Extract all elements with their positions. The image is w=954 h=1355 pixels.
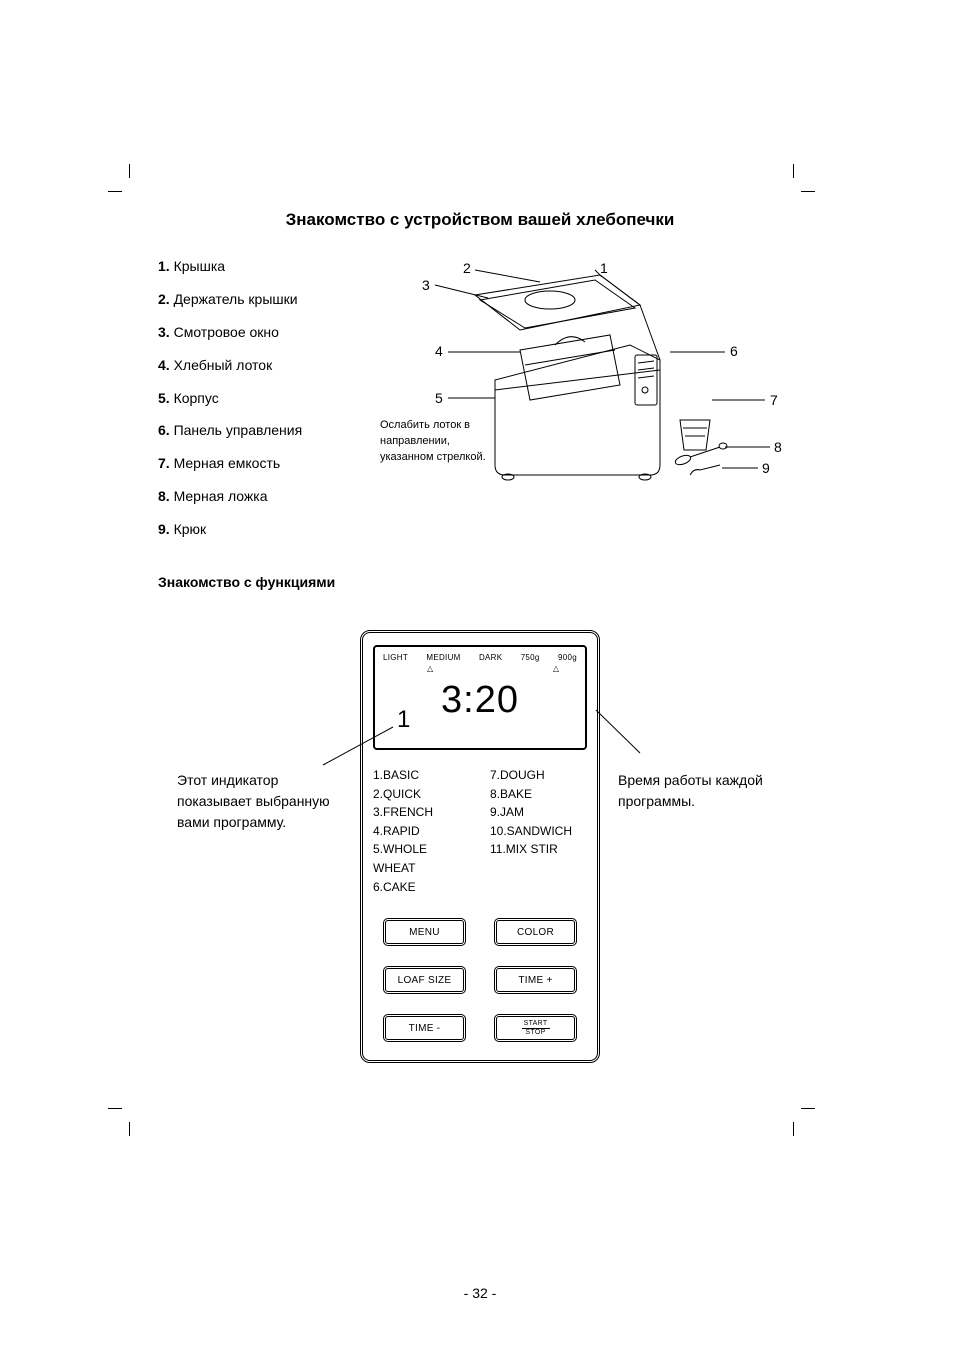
parts-list: 1. Крышка 2. Держатель крышки 3. Смотров… xyxy=(140,250,350,546)
page-content: Знакомство с устройством вашей хлебопечк… xyxy=(140,210,820,1063)
part-item: 2. Держатель крышки xyxy=(158,283,350,316)
time-plus-button[interactable]: TIME + xyxy=(494,966,577,994)
callout-1: 1 xyxy=(600,260,608,276)
upper-section: 1. Крышка 2. Держатель крышки 3. Смотров… xyxy=(140,250,820,546)
crop-mark-tr xyxy=(793,170,815,192)
crop-mark-br xyxy=(793,1108,815,1130)
color-button[interactable]: COLOR xyxy=(494,918,577,946)
part-item: 4. Хлебный лоток xyxy=(158,349,350,382)
control-panel: LIGHT MEDIUM DARK 750g 900g △ △ 1 3:20 1… xyxy=(360,630,600,1063)
program-item: 7.DOUGH xyxy=(490,766,587,785)
page-title: Знакомство с устройством вашей хлебопечк… xyxy=(140,210,820,230)
loafsize-button[interactable]: LOAF SIZE xyxy=(383,966,466,994)
callout-6: 6 xyxy=(730,343,738,359)
program-item: 10.SANDWICH xyxy=(490,822,587,841)
triangle-icon: △ xyxy=(553,664,559,673)
diagram-note: Ослабить лоток в направлении, указанном … xyxy=(380,418,500,466)
program-item: 3.FRENCH xyxy=(373,803,470,822)
lcd-display: LIGHT MEDIUM DARK 750g 900g △ △ 1 3:20 xyxy=(373,645,587,750)
callout-8: 8 xyxy=(774,439,782,455)
program-item: 6.CAKE xyxy=(373,878,470,897)
stop-label: STOP xyxy=(525,1029,545,1037)
page-number: - 32 - xyxy=(140,1285,820,1301)
lower-section: Этот индикатор показывает выбранную вами… xyxy=(140,630,820,1063)
part-item: 8. Мерная ложка xyxy=(158,480,350,513)
program-col-right: 7.DOUGH 8.BAKE 9.JAM 10.SANDWICH 11.MIX … xyxy=(490,766,587,896)
functions-subheading: Знакомство с функциями xyxy=(158,574,820,590)
callout-7: 7 xyxy=(770,392,778,408)
part-item: 1. Крышка xyxy=(158,250,350,283)
callout-3: 3 xyxy=(422,277,430,293)
crop-mark-tl xyxy=(108,170,130,192)
part-item: 6. Панель управления xyxy=(158,414,350,447)
lcd-time: 3:20 xyxy=(383,679,577,722)
triangle-icon: △ xyxy=(427,664,433,673)
program-item: 2.QUICK xyxy=(373,785,470,804)
bread-maker-svg xyxy=(380,250,790,510)
start-stop-button[interactable]: START STOP xyxy=(494,1014,577,1042)
appliance-diagram: 3 2 1 4 5 6 7 8 9 Ослабить лоток в напра… xyxy=(380,250,790,510)
callout-4: 4 xyxy=(435,343,443,359)
time-minus-button[interactable]: TIME - xyxy=(383,1014,466,1042)
button-grid: MENU COLOR LOAF SIZE TIME + TIME - START… xyxy=(373,918,587,1042)
crop-mark-bl xyxy=(108,1108,130,1130)
part-item: 5. Корпус xyxy=(158,382,350,415)
program-item: 11.MIX STIR xyxy=(490,840,587,859)
callout-5: 5 xyxy=(435,390,443,406)
menu-button[interactable]: MENU xyxy=(383,918,466,946)
lcd-top-labels: LIGHT MEDIUM DARK 750g 900g xyxy=(383,653,577,662)
program-item: 8.BAKE xyxy=(490,785,587,804)
time-caption: Время работы каждой программы. xyxy=(618,770,783,812)
program-indicator-caption: Этот индикатор показывает выбранную вами… xyxy=(177,770,342,833)
program-item: 5.WHOLE WHEAT xyxy=(373,840,470,877)
lcd-program-number: 1 xyxy=(397,706,410,734)
start-label: START xyxy=(524,1020,548,1028)
program-item: 9.JAM xyxy=(490,803,587,822)
program-list: 1.BASIC 2.QUICK 3.FRENCH 4.RAPID 5.WHOLE… xyxy=(373,766,587,896)
callout-2: 2 xyxy=(463,260,471,276)
callout-9: 9 xyxy=(762,460,770,476)
part-item: 9. Крюк xyxy=(158,513,350,546)
program-item: 1.BASIC xyxy=(373,766,470,785)
part-item: 7. Мерная емкость xyxy=(158,447,350,480)
program-item: 4.RAPID xyxy=(373,822,470,841)
part-item: 3. Смотровое окно xyxy=(158,316,350,349)
lcd-indicators: △ △ xyxy=(383,664,577,673)
program-col-left: 1.BASIC 2.QUICK 3.FRENCH 4.RAPID 5.WHOLE… xyxy=(373,766,470,896)
